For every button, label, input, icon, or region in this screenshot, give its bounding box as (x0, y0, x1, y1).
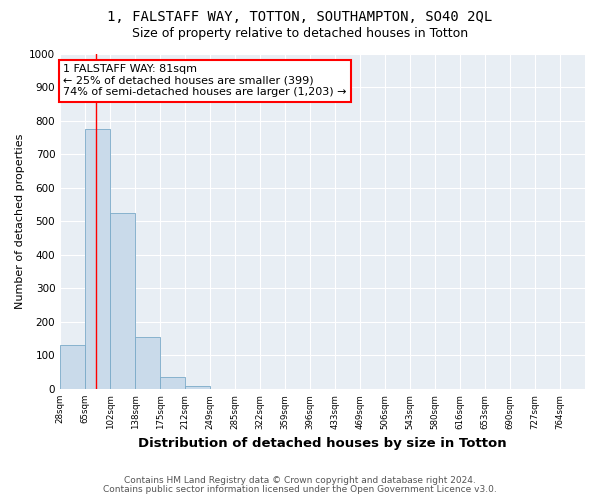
Bar (60, 346, 85, 389)
Y-axis label: Number of detached properties: Number of detached properties (15, 134, 25, 309)
Text: Size of property relative to detached houses in Totton: Size of property relative to detached ho… (132, 28, 468, 40)
Text: 1 FALSTAFF WAY: 81sqm
← 25% of detached houses are smaller (399)
74% of semi-det: 1 FALSTAFF WAY: 81sqm ← 25% of detached … (63, 64, 347, 97)
Bar (185, 386, 210, 389)
Text: Contains HM Land Registry data © Crown copyright and database right 2024.: Contains HM Land Registry data © Crown c… (124, 476, 476, 485)
X-axis label: Distribution of detached houses by size in Totton: Distribution of detached houses by size … (138, 437, 507, 450)
Bar (85, 130, 110, 389)
Bar (160, 377, 185, 389)
Text: Contains public sector information licensed under the Open Government Licence v3: Contains public sector information licen… (103, 485, 497, 494)
Text: 1, FALSTAFF WAY, TOTTON, SOUTHAMPTON, SO40 2QL: 1, FALSTAFF WAY, TOTTON, SOUTHAMPTON, SO… (107, 10, 493, 24)
Bar (110, 213, 135, 389)
Bar (135, 337, 160, 389)
